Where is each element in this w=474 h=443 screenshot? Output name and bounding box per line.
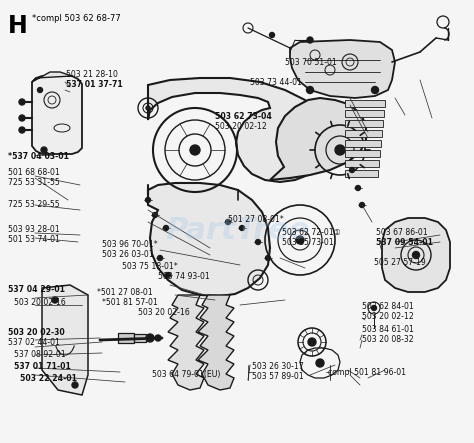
Bar — [345, 170, 378, 177]
Text: 537 08 92-01: 537 08 92-01 — [14, 350, 66, 359]
Circle shape — [349, 167, 355, 172]
Circle shape — [316, 359, 324, 367]
Polygon shape — [148, 78, 328, 182]
Circle shape — [146, 106, 150, 110]
Text: 503 20 02-30: 503 20 02-30 — [8, 328, 65, 337]
Bar — [345, 100, 385, 107]
Text: 503 21 28-10: 503 21 28-10 — [66, 70, 118, 79]
Text: PartTree: PartTree — [165, 215, 309, 245]
Text: 503 62 73-04: 503 62 73-04 — [215, 112, 272, 121]
Bar — [345, 120, 383, 127]
Text: 537 09 54-01: 537 09 54-01 — [376, 238, 433, 247]
Circle shape — [146, 334, 154, 342]
Text: 501 68 68-01: 501 68 68-01 — [8, 168, 60, 177]
Text: *501 81 57-01: *501 81 57-01 — [102, 298, 158, 307]
Circle shape — [296, 236, 304, 244]
Circle shape — [359, 202, 365, 207]
Polygon shape — [168, 295, 204, 390]
Text: 503 57 89-01: 503 57 89-01 — [252, 372, 304, 381]
Text: 503 62 84-01: 503 62 84-01 — [362, 302, 414, 311]
Text: 725 53 31-55: 725 53 31-55 — [8, 178, 60, 187]
Polygon shape — [32, 72, 72, 82]
Text: *compl 503 62 68-77: *compl 503 62 68-77 — [32, 14, 121, 23]
Text: 501 27 08-01*: 501 27 08-01* — [228, 215, 284, 224]
Bar — [345, 140, 381, 147]
Text: 725 53 29-55: 725 53 29-55 — [8, 200, 60, 209]
Circle shape — [52, 297, 58, 303]
Text: 501 53 74-01: 501 53 74-01 — [8, 235, 60, 244]
Text: 503 20 02-12: 503 20 02-12 — [215, 122, 267, 131]
Text: 503 26 30-17: 503 26 30-17 — [252, 362, 304, 371]
Text: compl 501 81 96-01: compl 501 81 96-01 — [328, 368, 406, 377]
Polygon shape — [382, 218, 450, 292]
Text: 503 74 93-01: 503 74 93-01 — [158, 272, 210, 281]
Bar — [345, 130, 382, 137]
Circle shape — [265, 256, 271, 260]
Polygon shape — [148, 183, 270, 296]
Circle shape — [270, 32, 274, 38]
Text: 503 20 02-12: 503 20 02-12 — [362, 312, 414, 321]
Text: 503 70 51-01: 503 70 51-01 — [285, 58, 337, 67]
Circle shape — [164, 225, 168, 230]
Circle shape — [72, 382, 78, 388]
Circle shape — [372, 86, 379, 93]
Circle shape — [19, 99, 25, 105]
Polygon shape — [32, 76, 82, 154]
Bar — [345, 110, 384, 117]
Circle shape — [412, 252, 419, 259]
Text: 505 27 57-19: 505 27 57-19 — [374, 258, 426, 267]
Circle shape — [307, 86, 313, 93]
Text: 503 75 18-01*: 503 75 18-01* — [122, 262, 178, 271]
Bar — [345, 150, 380, 157]
Text: 537 02 44-01: 537 02 44-01 — [8, 338, 60, 347]
Circle shape — [226, 219, 230, 225]
Text: 503 84 61-01: 503 84 61-01 — [362, 325, 414, 334]
Circle shape — [146, 198, 151, 202]
Polygon shape — [270, 98, 366, 180]
Polygon shape — [290, 40, 395, 98]
Circle shape — [190, 145, 200, 155]
Circle shape — [19, 115, 25, 121]
Text: 503 26 03-01: 503 26 03-01 — [102, 250, 154, 259]
Polygon shape — [42, 285, 88, 395]
Text: 503 73 44-01: 503 73 44-01 — [250, 78, 302, 87]
Circle shape — [239, 225, 245, 230]
Circle shape — [165, 272, 171, 277]
Text: 503 62 72-01①: 503 62 72-01① — [282, 228, 341, 237]
Text: 503 64 79-01(EU): 503 64 79-01(EU) — [152, 370, 220, 379]
Circle shape — [255, 240, 261, 245]
Circle shape — [41, 147, 47, 153]
Text: 503 96 70-01*: 503 96 70-01* — [102, 240, 158, 249]
Circle shape — [308, 338, 316, 346]
Polygon shape — [198, 295, 234, 390]
Text: H: H — [8, 14, 28, 38]
Circle shape — [155, 335, 161, 341]
Text: 537 01 71-01: 537 01 71-01 — [14, 362, 71, 371]
Text: 503 93 28-01: 503 93 28-01 — [8, 225, 60, 234]
Circle shape — [37, 88, 43, 93]
Circle shape — [19, 127, 25, 133]
Bar — [118, 333, 134, 343]
Text: 537 01 37-71: 537 01 37-71 — [66, 80, 123, 89]
Circle shape — [157, 256, 163, 260]
Text: 537 04 29-01: 537 04 29-01 — [8, 285, 65, 294]
Text: *501 27 08-01: *501 27 08-01 — [97, 288, 153, 297]
Circle shape — [372, 306, 376, 311]
Text: 503 85 73-01: 503 85 73-01 — [282, 238, 334, 247]
Bar — [134, 334, 146, 342]
Text: 503 20 02-16: 503 20 02-16 — [138, 308, 190, 317]
Bar — [345, 160, 379, 167]
Circle shape — [307, 37, 313, 43]
Text: 503 67 86-01: 503 67 86-01 — [376, 228, 428, 237]
Text: 503 22 24-01: 503 22 24-01 — [20, 374, 77, 383]
Circle shape — [356, 186, 361, 190]
Text: 503 20 02-16: 503 20 02-16 — [14, 298, 66, 307]
Text: *537 04 03-01: *537 04 03-01 — [8, 152, 69, 161]
Circle shape — [153, 213, 157, 218]
Circle shape — [335, 145, 345, 155]
Text: 503 20 08-32: 503 20 08-32 — [362, 335, 414, 344]
